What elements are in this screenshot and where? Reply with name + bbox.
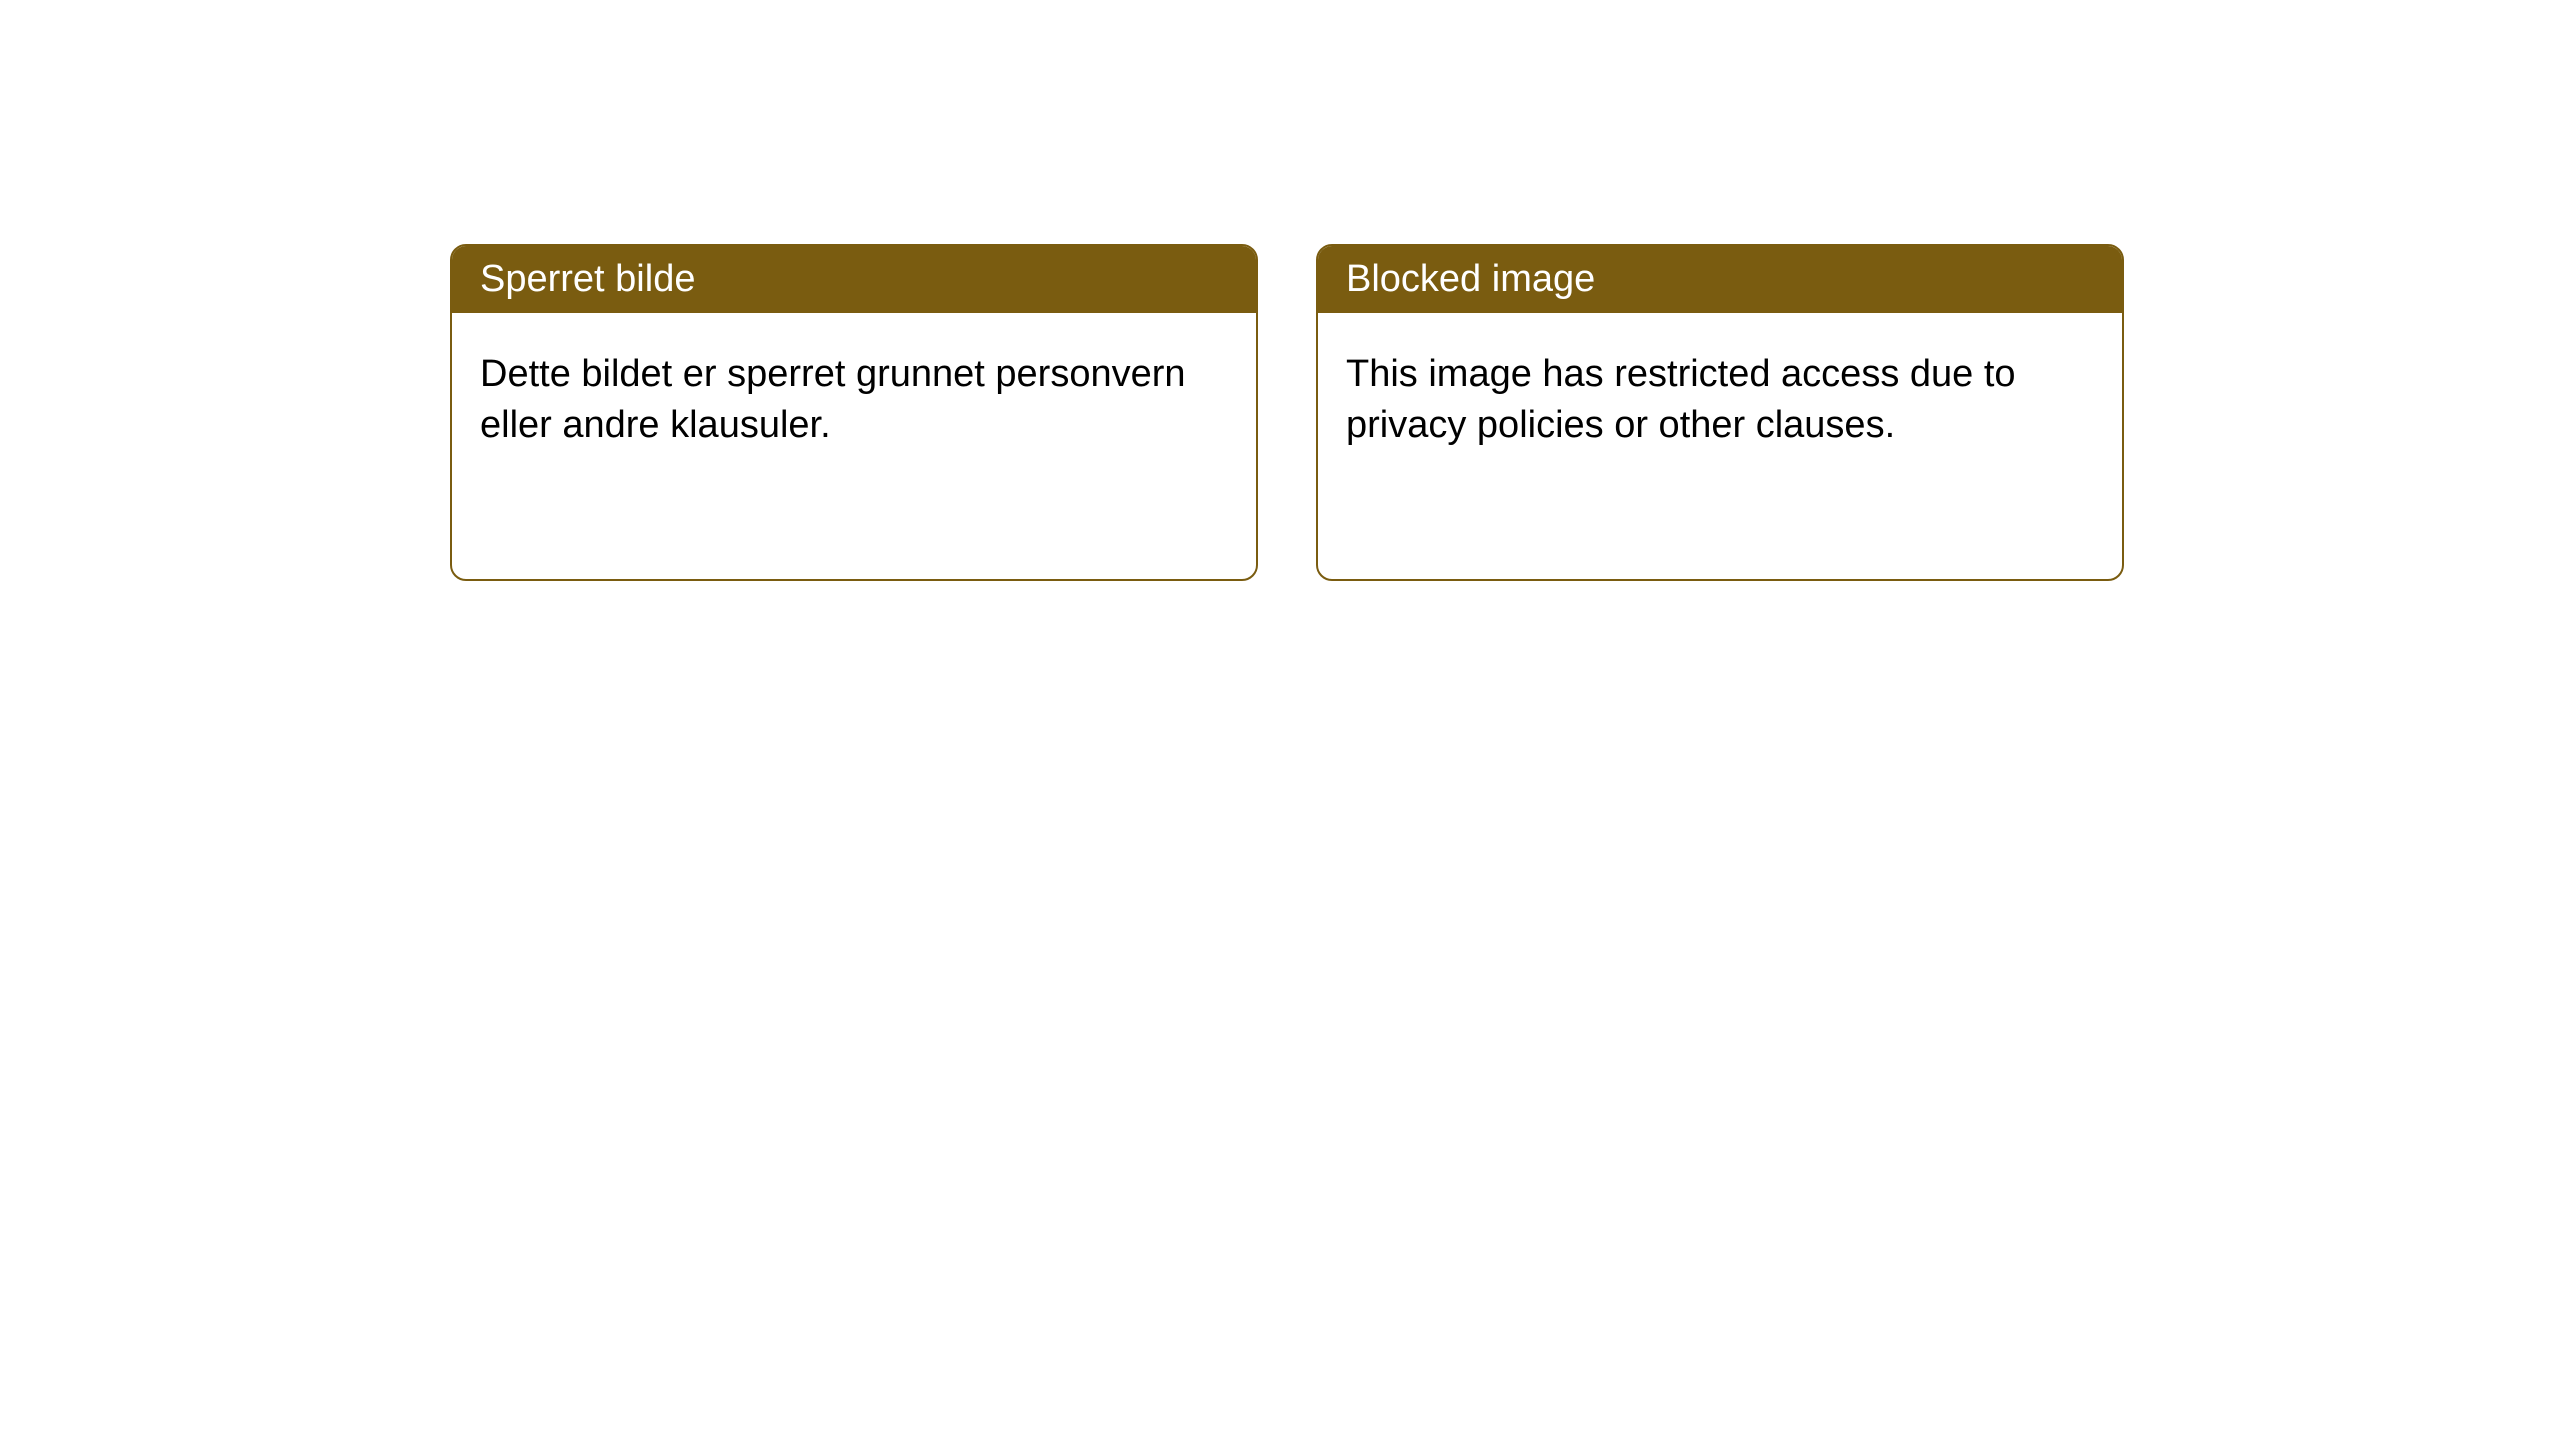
card-header-no: Sperret bilde: [452, 246, 1256, 313]
blocked-image-card-no: Sperret bilde Dette bildet er sperret gr…: [450, 244, 1258, 581]
card-header-en: Blocked image: [1318, 246, 2122, 313]
card-body-no: Dette bildet er sperret grunnet personve…: [452, 313, 1256, 488]
blocked-image-card-en: Blocked image This image has restricted …: [1316, 244, 2124, 581]
card-body-en: This image has restricted access due to …: [1318, 313, 2122, 488]
card-container: Sperret bilde Dette bildet er sperret gr…: [0, 0, 2560, 581]
